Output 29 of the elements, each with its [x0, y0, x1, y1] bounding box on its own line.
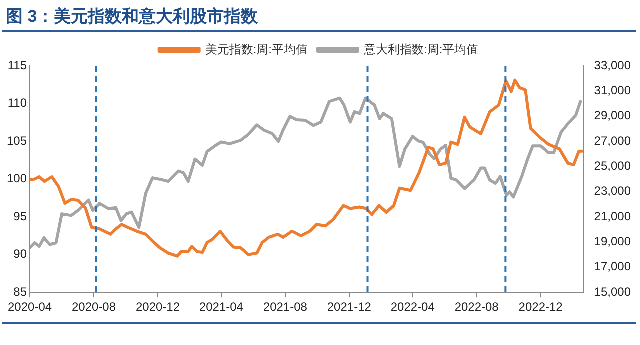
y-tick-label: 115 — [8, 58, 28, 72]
x-tick-label: 2020-04 — [8, 300, 52, 314]
x-tick-label: 2021-12 — [327, 300, 372, 314]
y2-tick-label: 15,000 — [594, 284, 632, 299]
y2-tick-label: 29,000 — [594, 108, 632, 123]
y-tick-label: 110 — [8, 96, 28, 110]
y-tick-label: 90 — [14, 247, 28, 262]
y2-tick-label: 19,000 — [594, 234, 632, 249]
y2-tick-label: 25,000 — [594, 159, 632, 174]
x-tick-label: 2020-08 — [72, 300, 116, 314]
x-tick-label: 2022-08 — [454, 300, 500, 314]
x-tick-label: 2021-08 — [263, 300, 308, 314]
x-tick-label: 2022-04 — [390, 300, 436, 314]
x-tick-label: 2020-12 — [136, 300, 180, 314]
legend-label: 意大利指数:周:平均值 — [363, 42, 479, 56]
y2-tick-label: 33,000 — [594, 58, 632, 72]
y-tick-label: 85 — [14, 284, 28, 299]
y2-tick-label: 17,000 — [594, 260, 632, 274]
y2-tick-label: 21,000 — [594, 209, 632, 224]
y-tick-label: 100 — [6, 172, 28, 186]
y2-tick-label: 23,000 — [594, 184, 632, 198]
x-tick-label: 2021-04 — [199, 300, 244, 314]
chart-title: 图 3：美元指数和意大利股市指数 — [5, 7, 260, 26]
legend-label: 美元指数:周:平均值 — [205, 42, 308, 56]
y2-tick-label: 31,000 — [594, 83, 632, 98]
x-tick-label: 2022-12 — [518, 300, 564, 314]
y-tick-label: 95 — [14, 209, 28, 224]
y2-tick-label: 27,000 — [594, 134, 632, 148]
y-tick-label: 105 — [6, 134, 28, 148]
